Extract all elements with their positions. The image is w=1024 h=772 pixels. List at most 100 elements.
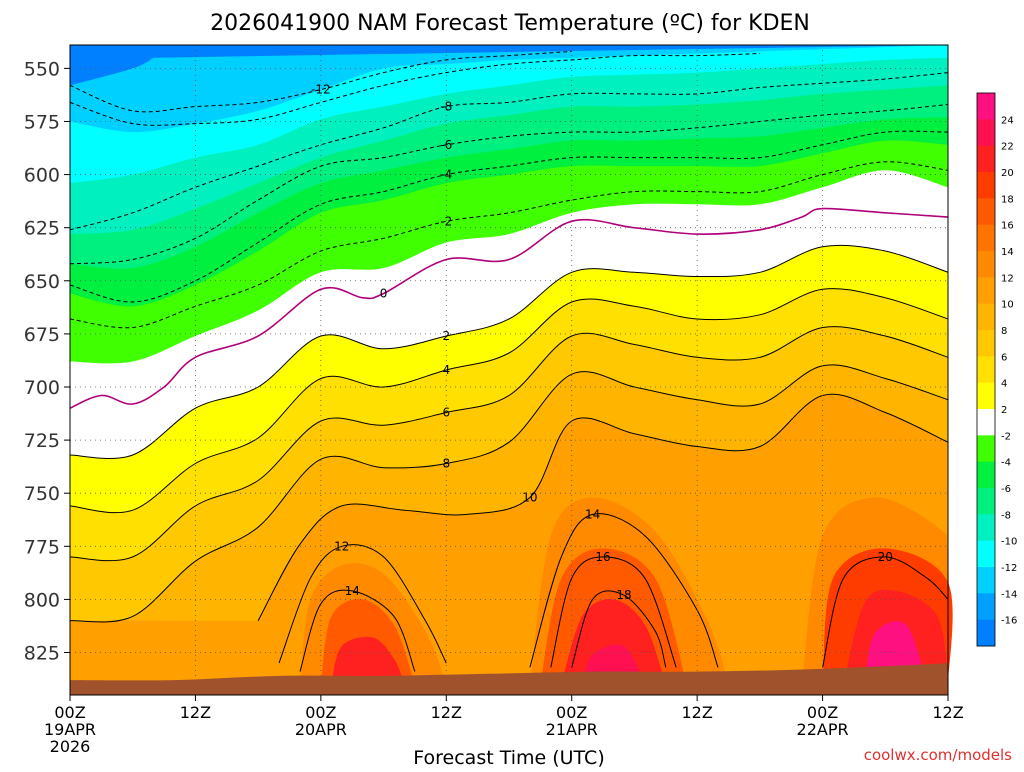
cold-band [70,45,948,133]
plot-frame [69,44,949,696]
colorbar-label: -10 [1001,537,1017,548]
isotherm-label: -2 [440,214,452,228]
terrain [70,663,948,695]
colorbar-swatch [977,224,995,252]
warm-core [561,599,666,685]
x-tick-date: 19APR [44,720,96,739]
temperature-fill [70,45,953,696]
isotherm-line [69,288,949,514]
y-tick-label: 775 [24,536,60,558]
isotherm-label: -8 [440,100,452,114]
colorbar-label: 24 [1001,115,1014,126]
isotherm-label: 18 [616,588,631,602]
y-tick-label: 650 [24,271,60,293]
isotherm-label: -12 [311,83,331,97]
isotherm-line [278,544,447,664]
cold-band [70,45,948,86]
y-tick-label: 675 [24,324,60,346]
colorbar-label: 4 [1001,379,1007,390]
x-tick-year: 2026 [50,737,91,756]
isotherm-line [822,556,949,668]
colorbar-swatch [977,303,995,331]
warm-band [70,394,948,695]
colorbar-label: -6 [1001,484,1011,495]
colorbar-swatch [977,119,995,147]
isotherm-label: -6 [440,138,452,152]
colorbar: 24 22 20 18 16 14 12 10 8 6 4 2 -2 -4 -6 -8 -10 -12 -14 -16 [976,92,1017,647]
colorbar-swatch [977,145,995,173]
colorbar-swatch [977,409,995,436]
y-tick-label: 550 [24,58,60,80]
colorbar-swatch [977,593,995,621]
isotherm-label: 14 [585,507,600,521]
colorbar-swatch [977,540,995,568]
colorbar-label: 22 [1001,142,1014,153]
terrain-surface [70,663,948,695]
plot-border [69,44,949,696]
warm-core [331,636,405,685]
colorbar-swatch [977,330,995,357]
x-tick-label: 12Z [681,703,712,722]
y-tick-label: 600 [24,165,60,187]
x-tick-date: 21APR [546,720,598,739]
colorbar-label: 6 [1001,352,1007,363]
colorbar-label: -4 [1001,458,1011,469]
colorbar-swatch [977,382,995,410]
colorbar-swatch [977,172,995,199]
y-axis-ticks: 550 575 600 625 650 675 700 725 750 775 800 825 [24,58,70,665]
colorbar-label: 2 [1001,405,1007,416]
isotherm-label: 20 [878,550,893,564]
colorbar-swatch [977,198,995,226]
colorbar-swatch [977,514,995,542]
colorbar-label: 12 [1001,273,1014,284]
y-tick-label: 625 [24,218,60,240]
x-tick-label: 00Z [54,703,85,722]
isotherm-label: 12 [334,539,349,553]
colorbar-swatch [977,435,995,463]
colorbar-label: 20 [1001,168,1014,179]
x-tick-label: 12Z [932,703,963,722]
colorbar-swatch [977,93,995,120]
isotherm-line [69,161,949,329]
credit-text: coolwx.com/models [864,746,1012,764]
colorbar-label: 8 [1001,326,1007,337]
y-tick-label: 575 [24,111,60,133]
isotherm-line [69,53,760,126]
isotherm-label: 8 [442,456,450,470]
colorbar-label: 14 [1001,247,1014,258]
isotherm-label: -4 [440,168,452,182]
colorbar-swatch [977,488,995,515]
y-tick-label: 800 [24,589,60,611]
y-tick-label: 825 [24,643,60,665]
colorbar-swatch [977,619,995,647]
isotherm-label: 2 [442,329,450,343]
isotherm-line [571,590,667,668]
isotherm-label: 0 [380,287,388,301]
isotherm-line [69,244,949,459]
colorbar-swatch [977,277,995,305]
isotherm-line [550,556,677,668]
x-tick-label: 00Z [556,703,587,722]
x-tick-label: 00Z [807,703,838,722]
x-tick-label: 00Z [305,703,336,722]
colorbar-label: 10 [1001,300,1014,311]
isotherm-label: 10 [522,490,537,504]
colorbar-label: 16 [1001,221,1014,232]
isotherm-label: 14 [345,584,360,598]
chart-title: 2026041900 NAM Forecast Temperature (ºC)… [210,11,810,36]
colorbar-label: -12 [1001,563,1017,574]
colorbar-border [976,92,996,647]
colorbar-swatch [977,461,995,489]
x-tick-date: 20APR [295,720,347,739]
isotherm-label: 16 [595,550,610,564]
isotherm-line [69,326,949,562]
y-tick-label: 725 [24,430,60,452]
colorbar-label: -2 [1001,431,1011,442]
isotherm-line [69,207,949,409]
isotherm-line [69,72,949,231]
colorbar-swatch [977,567,995,594]
colorbar-label: -16 [1001,616,1017,627]
colorbar-swatch [977,356,995,384]
